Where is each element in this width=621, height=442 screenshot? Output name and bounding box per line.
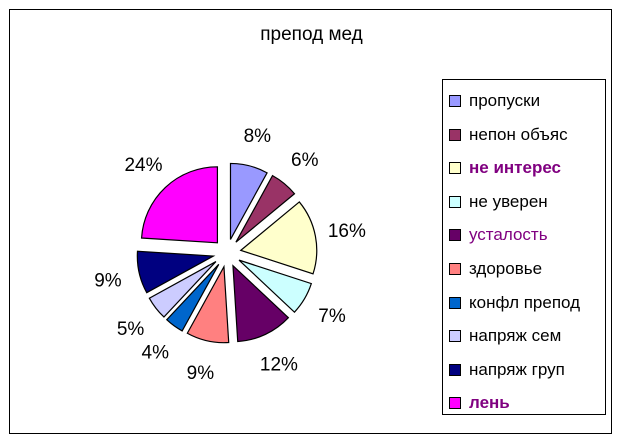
legend: пропуски непон объяс не интерес не уверен ус…: [442, 79, 606, 415]
legend-swatch: [449, 363, 461, 376]
legend-label: напряж сем: [469, 326, 562, 346]
legend-label: лень: [469, 393, 510, 413]
slice-label: 16%: [328, 221, 366, 242]
pie-slice: [186, 264, 230, 344]
legend-item: усталость: [449, 223, 548, 247]
legend-swatch: [449, 229, 461, 242]
legend-swatch: [449, 263, 461, 275]
slice-label: 12%: [260, 354, 298, 375]
legend-item: лень: [449, 391, 510, 415]
legend-label: непон объяс: [469, 124, 568, 144]
legend-item: не уверен: [449, 190, 548, 214]
slice-label: 24%: [124, 155, 162, 176]
pie-slice: [148, 261, 217, 318]
pie-slice: [232, 264, 290, 343]
legend-swatch: [449, 95, 461, 107]
chart-area: препод мед 8% 6% 16% 7% 12% 9% 4% 5% 9% 24% пропу…: [9, 9, 612, 434]
legend-swatch: [449, 195, 461, 208]
legend-item: здоровье: [449, 257, 542, 281]
legend-label: напряж груп: [469, 359, 565, 379]
legend-item: непон объяс: [449, 123, 568, 147]
legend-swatch: [449, 330, 461, 343]
pie-slice: [140, 166, 219, 244]
legend-swatch: [449, 162, 461, 175]
slice-label: 9%: [94, 271, 122, 292]
pie-slice: [235, 174, 296, 243]
slice-label: 8%: [244, 126, 272, 147]
legend-label: пропуски: [469, 91, 541, 110]
pie-slice: [238, 259, 313, 314]
legend-swatch: [449, 296, 461, 309]
chart-title: препод мед: [260, 24, 363, 45]
pie-slice: [239, 201, 318, 275]
legend-label: здоровье: [469, 259, 543, 278]
legend-swatch: [449, 397, 461, 410]
pie-chart: 8% 6% 16% 7% 12% 9% 4% 5% 9% 24%: [94, 126, 366, 384]
legend-label: конфл препод: [469, 292, 581, 312]
legend-label: не уверен: [469, 191, 548, 211]
legend-swatch: [449, 128, 461, 141]
pie-slice: [165, 263, 220, 332]
slice-label: 6%: [291, 150, 319, 171]
legend-label: усталость: [469, 225, 548, 245]
pie-slice: [136, 250, 216, 294]
slice-label: 5%: [117, 319, 145, 340]
slice-label: 9%: [187, 363, 215, 384]
slice-label: 7%: [318, 306, 346, 327]
pie-slice: [229, 162, 268, 240]
legend-item: напряж груп: [449, 358, 565, 382]
legend-label: не интерес: [469, 158, 562, 178]
legend-item: пропуски: [449, 89, 540, 113]
legend-item: не интерес: [449, 156, 561, 180]
legend-item: конфл препод: [449, 291, 580, 315]
legend-item: напряж сем: [449, 324, 561, 348]
slice-label: 4%: [142, 343, 170, 364]
